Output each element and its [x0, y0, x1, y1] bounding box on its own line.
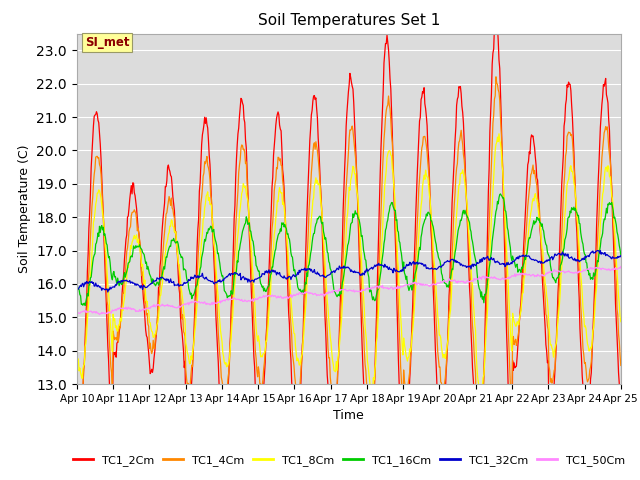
- Text: SI_met: SI_met: [85, 36, 129, 49]
- Y-axis label: Soil Temperature (C): Soil Temperature (C): [18, 144, 31, 273]
- Title: Soil Temperatures Set 1: Soil Temperatures Set 1: [258, 13, 440, 28]
- Legend: TC1_2Cm, TC1_4Cm, TC1_8Cm, TC1_16Cm, TC1_32Cm, TC1_50Cm: TC1_2Cm, TC1_4Cm, TC1_8Cm, TC1_16Cm, TC1…: [68, 451, 629, 471]
- X-axis label: Time: Time: [333, 409, 364, 422]
